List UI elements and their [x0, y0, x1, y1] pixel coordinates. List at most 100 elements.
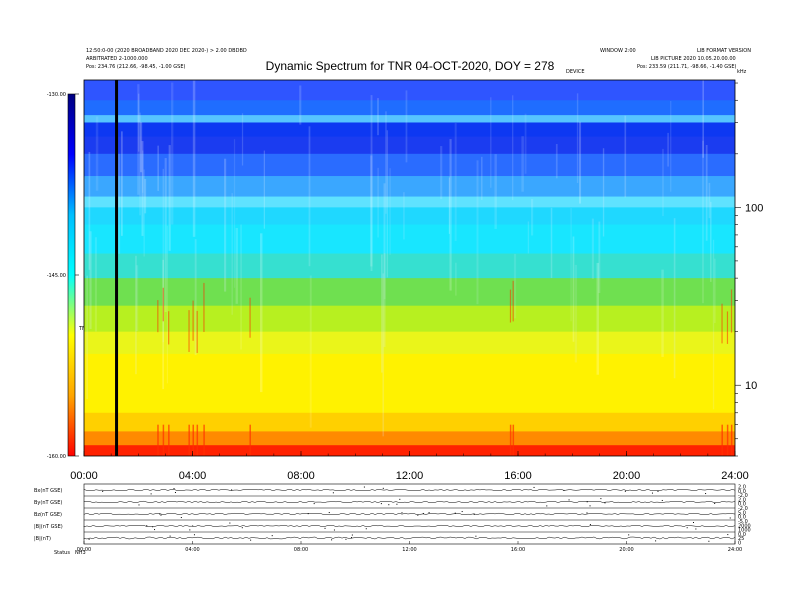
- panel-dot: [461, 511, 463, 513]
- spectrum-streak: [135, 255, 137, 375]
- time-tick-label: 16:00: [504, 470, 532, 482]
- spectrum-streak: [494, 154, 497, 229]
- spectrum-streak: [596, 262, 600, 375]
- spectrum-burst: [203, 282, 205, 332]
- header-left-line1: 12:50:0-00 (2020 BROADBAND 2020 DEC 2020…: [86, 48, 247, 54]
- panel-dot: [324, 527, 326, 529]
- panel-dot: [628, 534, 630, 536]
- spectrum-burst: [721, 424, 723, 456]
- panel-label: By(nT GSE): [34, 500, 62, 506]
- panel-right-tick: -5.0: [738, 519, 748, 525]
- panel-dot: [159, 513, 161, 515]
- panel-dot: [473, 513, 475, 515]
- spectrum-streak: [259, 233, 263, 393]
- spectrum-streak: [370, 155, 373, 267]
- spectrum-streak: [140, 122, 143, 173]
- panel-dot: [173, 488, 175, 490]
- colorbar-tick-label: -130.00: [47, 92, 66, 98]
- spectrum-streak: [591, 218, 594, 279]
- panel-dot: [422, 512, 424, 514]
- time-tick-label: 00:00: [70, 470, 98, 482]
- header-right-line3: Pos: 233.59 (211.71, -98.66, -1.40 GSE): [637, 64, 737, 70]
- spectrum-streak: [309, 275, 312, 428]
- spectrum-streak: [117, 153, 121, 254]
- spectrum-streak: [389, 168, 391, 255]
- frequency-axis: 10 100: [735, 82, 763, 457]
- spectrum-burst: [157, 424, 159, 456]
- spectrum-streak: [192, 80, 196, 237]
- spectrum-burst: [509, 289, 512, 323]
- spectrum-band: [84, 224, 735, 255]
- panel-dot: [396, 503, 398, 505]
- spectrum-band: [84, 136, 735, 155]
- panel-dot: [546, 505, 548, 507]
- header-device-label: DEVICE: [566, 69, 585, 75]
- panel-dot: [307, 513, 309, 515]
- panel-time-label: 20:00: [619, 547, 633, 553]
- panel-dot: [600, 498, 602, 500]
- spectrum-streak: [440, 146, 443, 200]
- spectrum-streak: [89, 231, 92, 329]
- spectrum-burst: [726, 424, 729, 456]
- panel-dot: [428, 512, 430, 514]
- panel-right-tick: 0.0: [738, 532, 746, 538]
- panel-time-label: 04:00: [185, 547, 199, 553]
- spectrum-streak: [386, 130, 389, 278]
- panel-dot: [563, 489, 565, 491]
- spectrum-burst: [721, 303, 723, 344]
- time-tick-label: 24:00: [721, 470, 749, 482]
- panel-dot: [229, 522, 231, 524]
- spectrum-band: [84, 153, 735, 177]
- header-right-line1: WINDOW 2:00: [600, 48, 636, 54]
- panel-dot: [705, 493, 707, 495]
- spectrum-streak: [382, 273, 385, 437]
- spectrum-streak: [120, 131, 123, 236]
- spectrum-streak: [714, 258, 716, 324]
- spectrum-streak: [572, 236, 575, 342]
- spectrum-band: [84, 305, 735, 333]
- spectrum-streak: [570, 208, 572, 322]
- panel-dot: [313, 503, 315, 505]
- spectrum-burst: [188, 310, 190, 352]
- panel-dot: [708, 540, 710, 542]
- spectrum-streak: [673, 218, 676, 379]
- panel-dot: [686, 527, 688, 529]
- spectrum-streak: [263, 150, 265, 229]
- panel-dot: [475, 535, 477, 537]
- spectrum-streak: [385, 111, 387, 214]
- spectrum-streak: [481, 156, 483, 200]
- panel-dot: [231, 489, 233, 491]
- spectrum-burst: [196, 310, 198, 353]
- spectrum-band: [84, 80, 735, 101]
- panel-dot: [399, 498, 401, 500]
- panel-dot: [88, 538, 90, 540]
- spectrum-band: [84, 431, 735, 446]
- panel-dot: [169, 535, 171, 537]
- panel-right-tick: 0.0: [738, 502, 746, 508]
- chart-title: Dynamic Spectrum for TNR 04-OCT-2020, DO…: [266, 59, 555, 73]
- panel-dot: [332, 492, 334, 494]
- spectrum-streak: [490, 97, 492, 188]
- panel-dot: [154, 529, 156, 531]
- spectrum-streak: [95, 116, 99, 191]
- panel-label: |B|(nT GSE): [34, 524, 63, 530]
- spectrum-burst: [249, 297, 251, 338]
- spectrum-band: [84, 100, 735, 116]
- panel-dot: [729, 517, 731, 519]
- spectrum-streak: [527, 221, 530, 254]
- spectrum-streak: [84, 177, 86, 277]
- spectrum-burst: [509, 424, 512, 456]
- spectrum-streak: [576, 93, 579, 183]
- panel-dot: [160, 514, 162, 516]
- spectrum-streak: [530, 198, 534, 236]
- panel-dot: [417, 514, 419, 516]
- panel-time-label: 16:00: [511, 547, 525, 553]
- spectrum-streak: [521, 136, 524, 192]
- panel-dot: [695, 528, 697, 530]
- panel-dot: [102, 490, 104, 492]
- spectrum-burst: [203, 424, 205, 456]
- spectrum-band: [84, 122, 735, 138]
- panel-dot: [692, 522, 694, 524]
- freq-tick-label: 100: [745, 202, 763, 214]
- panel-dot: [365, 528, 367, 530]
